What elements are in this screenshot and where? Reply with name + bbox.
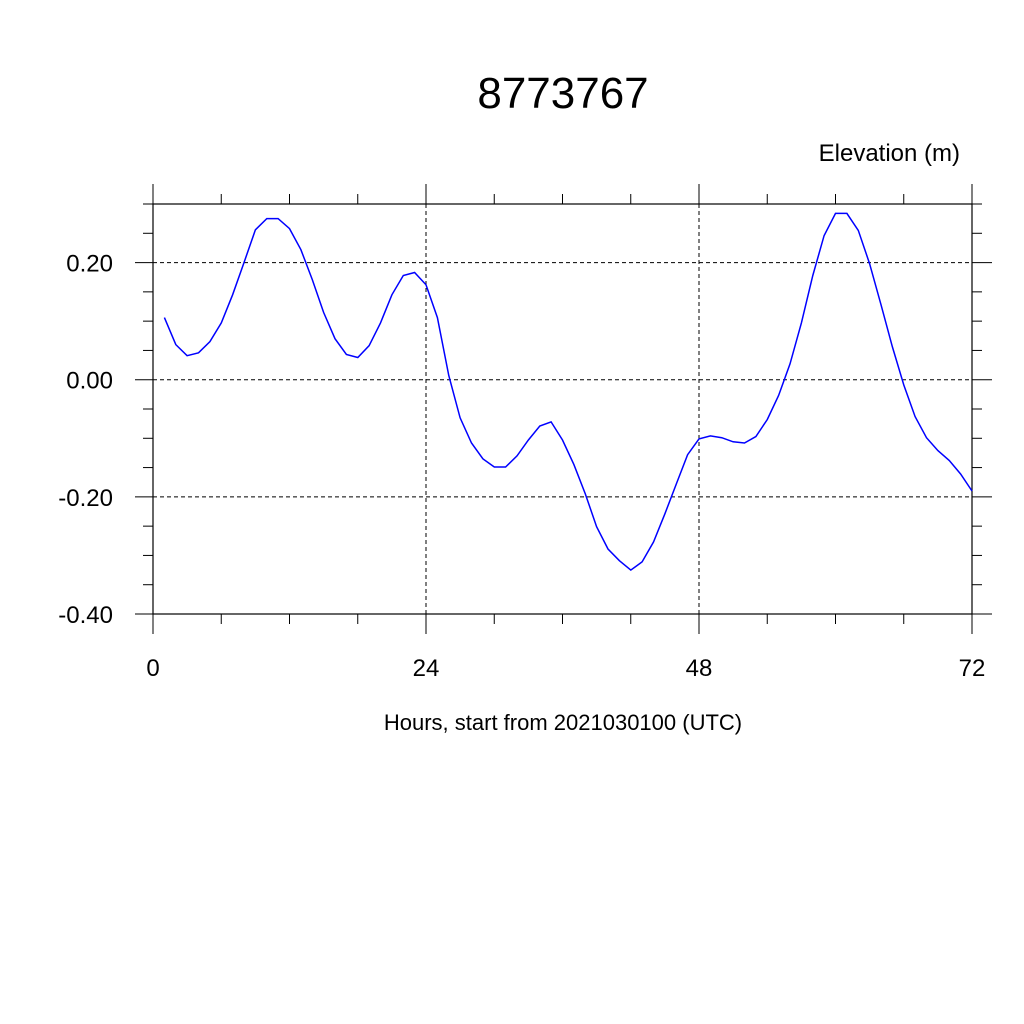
y-tick-label: 0.00 bbox=[66, 368, 113, 395]
y-tick-label: -0.40 bbox=[58, 602, 113, 629]
chart-title: 8773767 bbox=[477, 69, 648, 118]
ticks bbox=[135, 184, 992, 634]
series-line bbox=[163, 212, 973, 572]
x-tick-label: 0 bbox=[146, 655, 159, 682]
x-tick-label: 72 bbox=[959, 655, 986, 682]
y-tick-label: -0.20 bbox=[58, 485, 113, 512]
x-axis-label: Hours, start from 2021030100 (UTC) bbox=[384, 710, 742, 735]
x-tick-label: 48 bbox=[686, 655, 713, 682]
y-axis-label: Elevation (m) bbox=[819, 140, 960, 167]
x-tick-label: 24 bbox=[413, 655, 440, 682]
gridlines bbox=[152, 204, 973, 615]
y-tick-label: 0.20 bbox=[66, 251, 113, 278]
plot-frame bbox=[152, 203, 973, 615]
